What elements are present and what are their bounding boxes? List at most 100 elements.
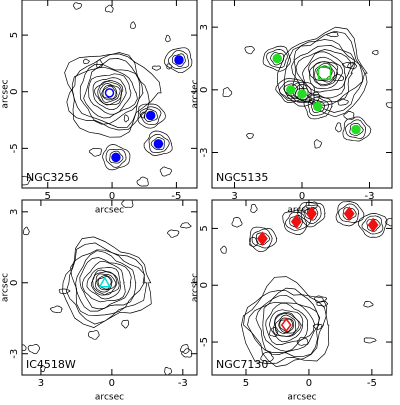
contour bbox=[385, 102, 392, 109]
contour bbox=[312, 323, 323, 330]
marker bbox=[111, 152, 121, 163]
contour bbox=[302, 51, 346, 93]
contour bbox=[241, 276, 330, 364]
x-tick-label: 5 bbox=[243, 378, 249, 389]
contour bbox=[79, 63, 141, 125]
contour bbox=[338, 203, 360, 224]
contour bbox=[244, 45, 255, 55]
contour bbox=[363, 301, 374, 308]
contour bbox=[312, 61, 339, 85]
contour bbox=[272, 311, 302, 337]
contour bbox=[291, 45, 355, 103]
contour bbox=[313, 139, 322, 149]
contour bbox=[308, 56, 343, 89]
contour bbox=[347, 61, 358, 70]
contour bbox=[167, 50, 190, 69]
contour bbox=[171, 53, 186, 68]
contour bbox=[303, 94, 333, 120]
contour bbox=[295, 49, 352, 99]
y-tick-label: -3 bbox=[9, 349, 20, 359]
y-tick-label: -3 bbox=[199, 147, 210, 157]
contour bbox=[88, 73, 132, 115]
contour bbox=[222, 87, 233, 98]
contour bbox=[150, 137, 165, 150]
contour bbox=[278, 317, 295, 333]
y-tick-label: -5 bbox=[199, 337, 210, 347]
contour bbox=[311, 99, 325, 114]
marker bbox=[306, 206, 317, 221]
contour bbox=[274, 314, 297, 334]
y-axis-label: arcsec bbox=[1, 273, 11, 302]
marker bbox=[98, 276, 112, 288]
contour bbox=[96, 59, 103, 69]
contour bbox=[249, 226, 278, 253]
contours bbox=[222, 26, 392, 149]
panel-label: NGC7130 bbox=[216, 358, 268, 371]
contour bbox=[82, 261, 126, 303]
contour bbox=[246, 133, 254, 140]
y-axis-label: arcsec bbox=[191, 79, 201, 108]
contour bbox=[294, 87, 309, 101]
contour bbox=[121, 200, 134, 208]
contour bbox=[58, 288, 71, 294]
panel-label: NGC3256 bbox=[26, 171, 78, 184]
contour bbox=[64, 53, 162, 138]
contour bbox=[96, 275, 113, 291]
contour bbox=[88, 330, 100, 340]
contour bbox=[243, 290, 328, 367]
x-tick-label: 0 bbox=[306, 378, 312, 389]
contour bbox=[140, 111, 146, 119]
contour bbox=[65, 242, 148, 325]
y-tick-label: 0 bbox=[199, 282, 210, 288]
contour bbox=[49, 305, 63, 314]
contour bbox=[166, 63, 173, 70]
marker bbox=[256, 231, 268, 246]
contours bbox=[22, 2, 193, 187]
contour bbox=[109, 150, 124, 164]
marker bbox=[104, 88, 115, 98]
contour bbox=[66, 52, 150, 131]
contour bbox=[341, 62, 354, 68]
contour bbox=[343, 111, 355, 120]
contour bbox=[255, 232, 271, 246]
contour bbox=[265, 302, 308, 345]
marker bbox=[343, 206, 355, 221]
contour bbox=[137, 103, 166, 129]
contour bbox=[40, 365, 46, 373]
marker bbox=[145, 110, 156, 121]
contour bbox=[262, 45, 291, 72]
contour bbox=[22, 344, 27, 351]
contour bbox=[180, 222, 192, 229]
contour bbox=[95, 273, 117, 293]
contour bbox=[105, 4, 114, 13]
contour bbox=[72, 2, 82, 10]
contours bbox=[220, 201, 392, 367]
contour bbox=[270, 52, 285, 66]
contour bbox=[266, 49, 288, 69]
contour bbox=[342, 116, 372, 142]
contour bbox=[143, 130, 173, 156]
contour bbox=[335, 201, 365, 227]
contour bbox=[309, 61, 339, 87]
contour bbox=[121, 319, 130, 329]
x-tick-label: 3 bbox=[38, 378, 44, 389]
contour bbox=[86, 267, 121, 300]
contour bbox=[296, 336, 309, 346]
contour bbox=[220, 245, 227, 254]
contour bbox=[159, 166, 172, 177]
y-tick-label: 0 bbox=[9, 280, 20, 286]
contour bbox=[291, 39, 365, 106]
contour bbox=[231, 217, 243, 228]
contour bbox=[136, 176, 149, 187]
x-tick-label: 0 bbox=[109, 191, 115, 202]
contour bbox=[313, 295, 328, 303]
marker bbox=[317, 66, 332, 80]
marker bbox=[367, 217, 379, 233]
contour bbox=[181, 348, 193, 358]
contour bbox=[151, 65, 161, 71]
contour bbox=[83, 66, 138, 119]
contour bbox=[275, 78, 305, 103]
contour bbox=[165, 34, 171, 43]
contour bbox=[102, 144, 131, 171]
contour bbox=[101, 85, 118, 101]
